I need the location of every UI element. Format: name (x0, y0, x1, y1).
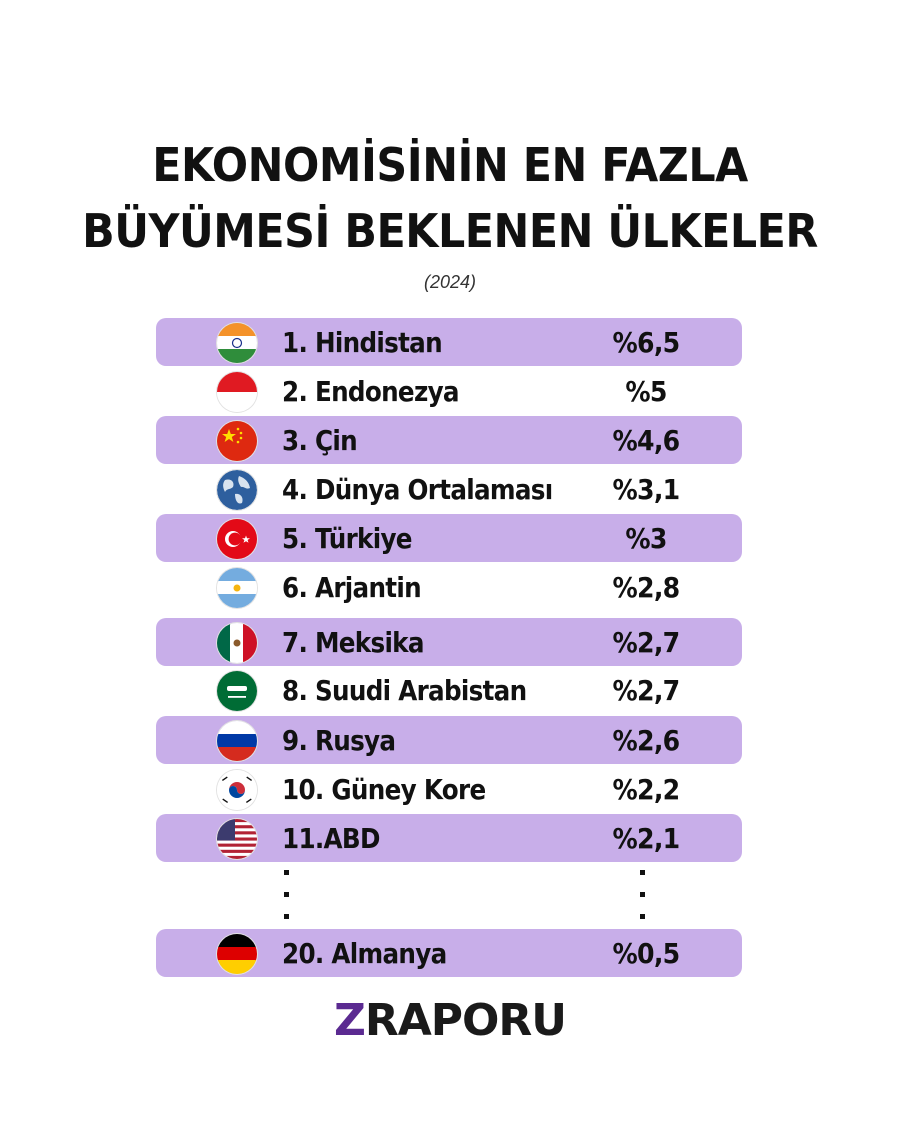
zraporu-logo: ZRAPORU (0, 995, 900, 1046)
saudi-arabia-flag-icon (217, 671, 257, 711)
table-row: 3. Çin %4,6 (156, 416, 742, 464)
growth-value: %0,5 (612, 937, 680, 970)
country-name: 5. Türkiye (282, 522, 413, 555)
growth-value: %2,6 (612, 724, 680, 757)
germany-flag-icon (217, 934, 257, 974)
table-row: 5. Türkiye %3 (156, 514, 742, 562)
usa-flag-icon (217, 819, 257, 859)
country-name: 7. Meksika (282, 626, 424, 659)
growth-value: %5 (625, 375, 667, 408)
indonesia-flag-icon (217, 372, 257, 412)
country-name: 1. Hindistan (282, 326, 443, 359)
country-name: 4. Dünya Ortalaması (282, 473, 553, 506)
turkey-flag-icon (217, 519, 257, 559)
mexico-flag-icon (217, 623, 257, 663)
argentina-flag-icon (217, 568, 257, 608)
russia-flag-icon (217, 721, 257, 761)
country-name: 11.ABD (282, 822, 380, 855)
table-row: 10. Güney Kore %2,2 (156, 765, 742, 813)
south-korea-flag-icon (217, 770, 257, 810)
growth-value: %3 (625, 522, 667, 555)
table-row: 7. Meksika %2,7 (156, 618, 742, 666)
table-row: 6. Arjantin %2,8 (156, 563, 742, 611)
country-name: 10. Güney Kore (282, 773, 486, 806)
growth-value: %3,1 (612, 473, 680, 506)
page-title-line-1: EKONOMİSİNİN EN FAZLA (152, 138, 748, 192)
growth-value: %2,8 (612, 571, 680, 604)
logo-letter-z: Z (333, 995, 366, 1046)
india-flag-icon (217, 323, 257, 363)
country-name: 6. Arjantin (282, 571, 422, 604)
page-title-line-2: BÜYÜMESİ BEKLENEN ÜLKELER (82, 204, 818, 258)
table-row: 11.ABD %2,1 (156, 814, 742, 862)
table-row: 20. Almanya %0,5 (156, 929, 742, 977)
growth-value: %6,5 (612, 326, 680, 359)
country-name: 20. Almanya (282, 937, 447, 970)
growth-value: %2,1 (612, 822, 680, 855)
globe-icon (217, 470, 257, 510)
table-row: 2. Endonezya %5 (156, 367, 742, 415)
country-name: 3. Çin (282, 424, 358, 457)
growth-value: %2,7 (612, 626, 680, 659)
country-name: 2. Endonezya (282, 375, 460, 408)
logo-text: RAPORU (364, 995, 567, 1046)
table-row: 9. Rusya %2,6 (156, 716, 742, 764)
growth-value: %2,2 (612, 773, 680, 806)
country-name: 9. Rusya (282, 724, 396, 757)
table-row: 4. Dünya Ortalaması %3,1 (156, 465, 742, 513)
growth-value: %2,7 (612, 674, 680, 707)
year-label: (2024) (423, 272, 477, 292)
table-row: 8. Suudi Arabistan %2,7 (156, 666, 742, 714)
growth-value: %4,6 (612, 424, 680, 457)
country-name: 8. Suudi Arabistan (282, 674, 527, 707)
china-flag-icon (217, 421, 257, 461)
table-row: 1. Hindistan %6,5 (156, 318, 742, 366)
